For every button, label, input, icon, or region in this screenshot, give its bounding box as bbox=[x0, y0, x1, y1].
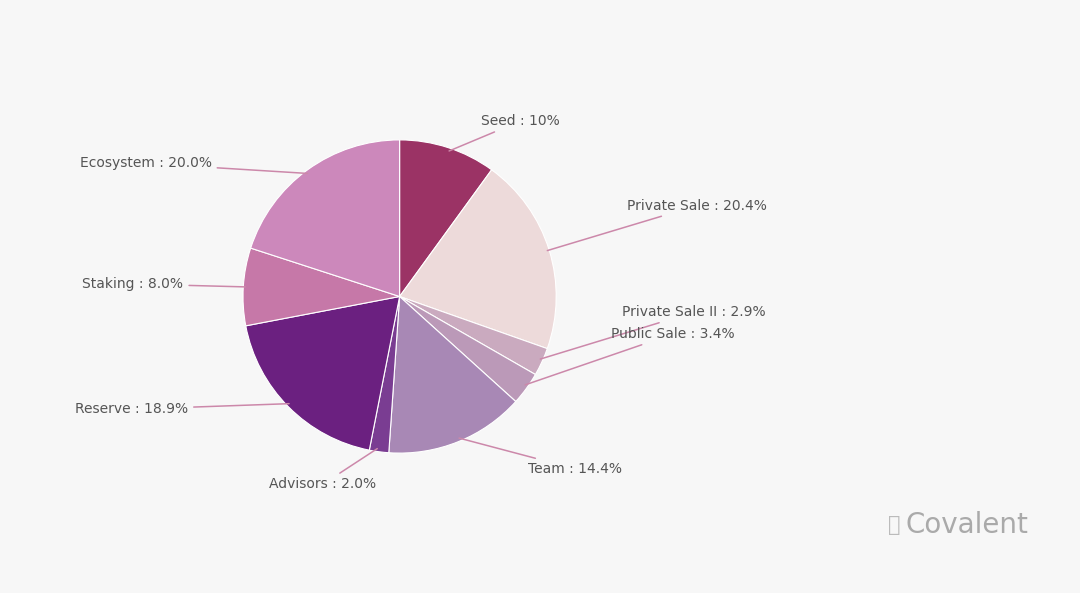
Text: Ecosystem : 20.0%: Ecosystem : 20.0% bbox=[80, 157, 308, 173]
Wedge shape bbox=[389, 296, 516, 453]
Wedge shape bbox=[246, 296, 400, 450]
Text: Team : 14.4%: Team : 14.4% bbox=[459, 438, 622, 476]
Wedge shape bbox=[251, 140, 400, 296]
Text: Advisors : 2.0%: Advisors : 2.0% bbox=[269, 448, 377, 492]
Wedge shape bbox=[400, 296, 548, 375]
Wedge shape bbox=[400, 140, 491, 296]
Text: Private Sale : 20.4%: Private Sale : 20.4% bbox=[548, 199, 767, 251]
Wedge shape bbox=[400, 296, 536, 401]
Text: 💬: 💬 bbox=[888, 515, 901, 535]
Wedge shape bbox=[243, 248, 400, 326]
Text: Staking : 8.0%: Staking : 8.0% bbox=[82, 277, 245, 291]
Wedge shape bbox=[369, 296, 400, 452]
Text: Covalent: Covalent bbox=[905, 511, 1028, 539]
Text: Seed : 10%: Seed : 10% bbox=[449, 114, 559, 151]
Text: Private Sale II : 2.9%: Private Sale II : 2.9% bbox=[540, 305, 766, 359]
Wedge shape bbox=[400, 170, 556, 349]
Text: Reserve : 18.9%: Reserve : 18.9% bbox=[76, 402, 289, 416]
Text: Public Sale : 3.4%: Public Sale : 3.4% bbox=[525, 327, 734, 385]
